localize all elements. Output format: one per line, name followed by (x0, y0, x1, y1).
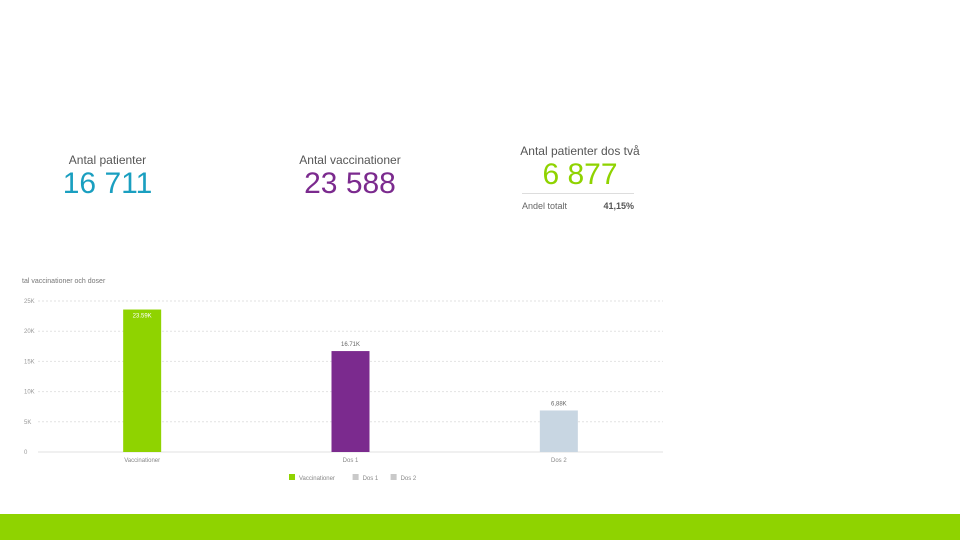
bar (123, 309, 162, 452)
legend-label: Vaccinationer (299, 476, 335, 482)
y-tick-label: 0 (24, 450, 28, 456)
legend-swatch (352, 474, 359, 480)
y-tick-label: 10K (24, 390, 35, 396)
share-value: 41,15% (603, 201, 634, 211)
kpi-label: Antal patienter (68, 153, 147, 167)
bar (539, 410, 578, 452)
y-tick-label: 15K (24, 359, 35, 365)
kpi-value: 23 588 (304, 167, 396, 200)
kpi-second-dose: Antal patienter dos två 6 877 (520, 144, 640, 192)
data-label: 23.59K (133, 314, 152, 320)
legend-label: Dos 2 (401, 476, 417, 482)
data-label: 6,88K (551, 401, 567, 407)
x-tick-label: Dos 1 (343, 458, 359, 464)
y-tick-label: 25K (24, 299, 35, 305)
kpi-value: 16 711 (62, 167, 153, 200)
y-tick-label: 5K (24, 420, 31, 426)
data-label: 16.71K (341, 342, 360, 348)
legend-swatch (289, 474, 295, 480)
kpi-label: Antal vaccinationer (299, 153, 401, 167)
legend-label: Dos 1 (363, 476, 379, 482)
footer-bar (0, 514, 960, 540)
kpi-label: Antal patienter dos två (520, 144, 640, 158)
kpi-patients: Antal patienter 16 711 (60, 153, 155, 201)
y-tick-label: 20K (24, 329, 35, 335)
kpi-value: 6 877 (542, 158, 618, 191)
share-label: Andel totalt (522, 201, 568, 211)
share-total-row: Andel totalt 41,15% (522, 193, 634, 211)
x-tick-label: Vaccinationer (124, 458, 160, 464)
legend-swatch (390, 474, 397, 480)
bar-chart: 0 5K 10K 15K 20K 25K 23.59K Vaccinationer 16.71K… (24, 299, 663, 482)
chart-title: tal vaccinationer och doser (22, 278, 106, 285)
kpi-vaccinations: Antal vaccinationer 23 588 (295, 153, 405, 201)
x-tick-label: Dos 2 (551, 458, 567, 464)
bar (331, 351, 370, 452)
